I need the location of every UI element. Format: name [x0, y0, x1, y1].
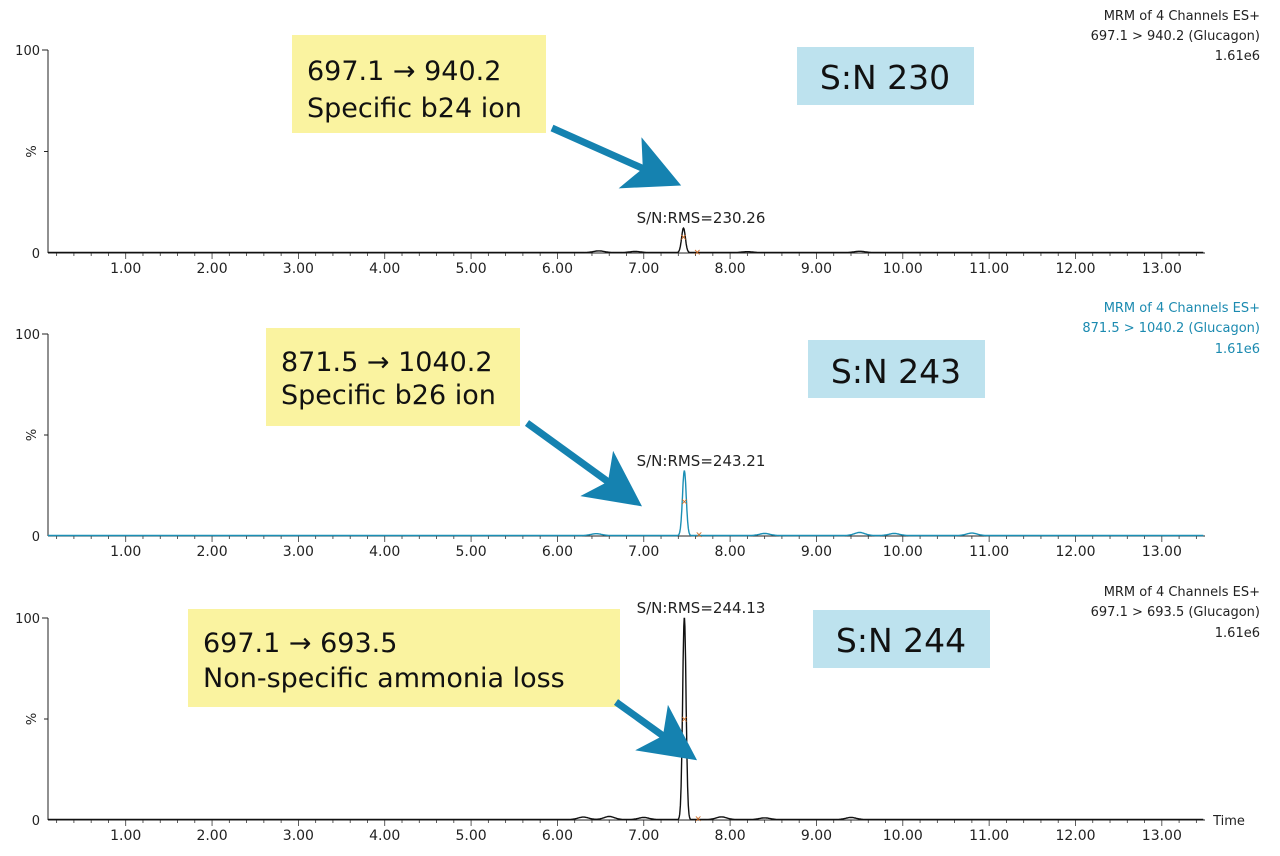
- callout-line-2: Non-specific ammonia loss: [203, 663, 565, 694]
- x-tick-label: 5.00: [455, 828, 486, 844]
- y-tick-label: 0: [32, 530, 40, 545]
- x-tick-label: 13.00: [1142, 828, 1182, 844]
- x-tick-label: 2.00: [196, 828, 227, 844]
- x-tick-label: 10.00: [883, 544, 923, 560]
- x-tick-label: 3.00: [283, 544, 314, 560]
- callout-line-1: 697.1 → 693.5: [203, 628, 397, 659]
- sn-box: [808, 340, 985, 398]
- chromatogram-trace: [48, 470, 1204, 537]
- x-tick-label: 13.00: [1142, 544, 1182, 560]
- callout-line-2: Specific b26 ion: [281, 380, 496, 411]
- x-tick-label: 10.00: [883, 828, 923, 844]
- header-line-3: 1.61e6: [1215, 49, 1260, 64]
- peak-sn-label: S/N:RMS=243.21: [637, 452, 766, 470]
- chart-panel-3: MRM of 4 Channels ES+ 697.1 > 693.5 (Gluc…: [15, 585, 1260, 844]
- x-tick-label: 1.00: [110, 544, 141, 560]
- x-tick-label: 6.00: [542, 828, 573, 844]
- x-tick-label: 7.00: [628, 544, 659, 560]
- x-tick-label: 7.00: [628, 261, 659, 277]
- header-line-3: 1.61e6: [1215, 342, 1260, 357]
- sn-box: [813, 610, 990, 668]
- y-axis-label: %: [25, 145, 40, 157]
- y-tick-label: 100: [15, 612, 40, 627]
- peak-marker: ×: [680, 233, 688, 243]
- callout-box: [266, 328, 520, 426]
- y-tick-label: 100: [15, 44, 40, 59]
- x-tick-label: 4.00: [369, 828, 400, 844]
- header-line-2: 871.5 > 1040.2 (Glucagon): [1082, 321, 1260, 336]
- peak-marker: ×: [681, 715, 689, 725]
- header-line-1: MRM of 4 Channels ES+: [1104, 301, 1260, 316]
- x-tick-label: 5.00: [455, 544, 486, 560]
- x-tick-label: 10.00: [883, 261, 923, 277]
- x-tick-label: 8.00: [715, 544, 746, 560]
- peak-marker: ×: [695, 530, 703, 540]
- callout-line-2: Specific b24 ion: [307, 93, 522, 124]
- sn-box-label: S:N 230: [820, 58, 950, 97]
- x-tick-label: 9.00: [801, 544, 832, 560]
- x-tick-label: 9.00: [801, 261, 832, 277]
- x-tick-label: 7.00: [628, 828, 659, 844]
- x-tick-label: 8.00: [715, 828, 746, 844]
- x-tick-label: 12.00: [1055, 828, 1095, 844]
- x-tick-label: 9.00: [801, 828, 832, 844]
- header-line-1: MRM of 4 Channels ES+: [1104, 9, 1260, 24]
- x-tick-label: 3.00: [283, 261, 314, 277]
- callout-line-1: 697.1 → 940.2: [307, 56, 501, 87]
- x-tick-label: 11.00: [969, 544, 1009, 560]
- callout-arrow: [524, 420, 643, 507]
- x-tick-label: 6.00: [542, 261, 573, 277]
- chart-panel-1: MRM of 4 Channels ES+ 697.1 > 940.2 (Gluc…: [15, 9, 1260, 277]
- chromatogram-trace: [48, 227, 1204, 254]
- peak-sn-label: S/N:RMS=230.26: [637, 209, 766, 227]
- x-tick-label: 5.00: [455, 261, 486, 277]
- peak-marker: ×: [694, 814, 702, 824]
- header-line-1: MRM of 4 Channels ES+: [1104, 585, 1260, 600]
- peak-marker: ×: [694, 248, 702, 258]
- y-tick-label: 100: [15, 328, 40, 343]
- x-tick-label: 11.00: [969, 828, 1009, 844]
- callout-arrow: [550, 124, 682, 189]
- sn-box: [797, 47, 974, 105]
- x-tick-label: 3.00: [283, 828, 314, 844]
- y-axis-label: %: [25, 429, 40, 441]
- x-tick-label: 1.00: [110, 261, 141, 277]
- peak-sn-label: S/N:RMS=244.13: [637, 599, 766, 617]
- header-line-2: 697.1 > 940.2 (Glucagon): [1091, 29, 1260, 44]
- chart-panel-2: MRM of 4 Channels ES+ 871.5 > 1040.2 (Glu…: [15, 301, 1260, 560]
- header-line-2: 697.1 > 693.5 (Glucagon): [1091, 605, 1260, 620]
- x-tick-label: 13.00: [1142, 261, 1182, 277]
- callout-box: [188, 609, 620, 707]
- x-tick-label: 12.00: [1055, 261, 1095, 277]
- y-axis-label: %: [25, 713, 40, 725]
- x-axis-label: Time: [1212, 814, 1245, 829]
- x-tick-label: 4.00: [369, 544, 400, 560]
- x-tick-label: 4.00: [369, 261, 400, 277]
- header-line-3: 1.61e6: [1215, 626, 1260, 641]
- x-tick-label: 11.00: [969, 261, 1009, 277]
- x-tick-label: 8.00: [715, 261, 746, 277]
- x-tick-label: 12.00: [1055, 544, 1095, 560]
- x-tick-label: 2.00: [196, 261, 227, 277]
- x-tick-label: 6.00: [542, 544, 573, 560]
- callout-line-1: 871.5 → 1040.2: [281, 347, 493, 378]
- callout-box: [292, 35, 546, 133]
- x-tick-label: 1.00: [110, 828, 141, 844]
- sn-box-label: S:N 244: [836, 621, 966, 660]
- peak-marker: ×: [681, 498, 689, 508]
- x-tick-label: 2.00: [196, 544, 227, 560]
- y-tick-label: 0: [32, 247, 40, 262]
- sn-box-label: S:N 243: [831, 352, 961, 391]
- callout-arrow: [613, 699, 698, 761]
- y-tick-label: 0: [32, 814, 40, 829]
- chromatogram-trace: [48, 617, 1204, 821]
